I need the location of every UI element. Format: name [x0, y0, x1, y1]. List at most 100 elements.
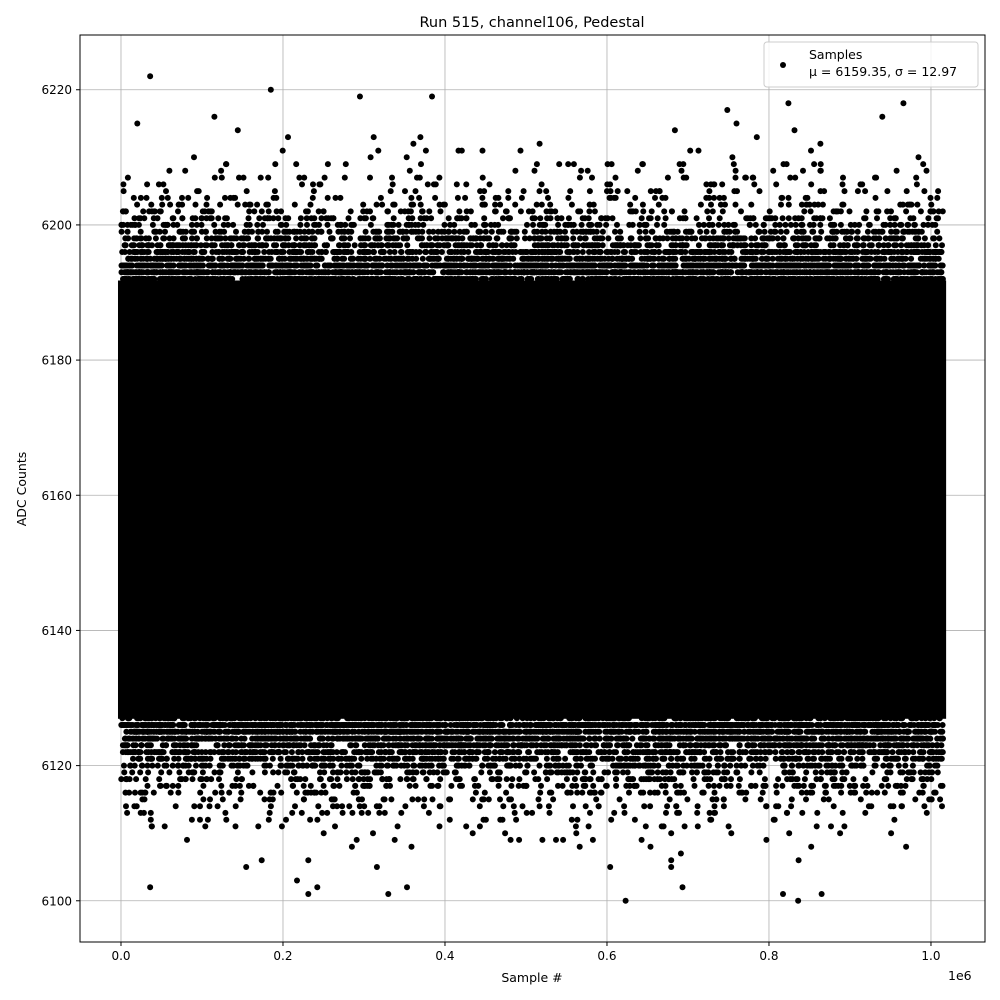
data-point — [821, 735, 828, 742]
data-point — [463, 823, 470, 830]
data-point — [677, 850, 684, 857]
data-point — [663, 228, 670, 235]
data-point — [543, 208, 550, 215]
data-point — [314, 816, 321, 823]
data-point — [757, 796, 764, 803]
data-point — [887, 803, 894, 810]
data-point — [301, 228, 308, 235]
data-point — [898, 715, 905, 722]
data-point — [264, 201, 271, 208]
data-point — [710, 228, 717, 235]
data-point — [536, 762, 543, 769]
data-point — [494, 776, 501, 783]
data-point — [121, 242, 128, 249]
data-point — [124, 809, 131, 816]
data-point — [323, 215, 330, 222]
data-point — [920, 161, 927, 168]
data-point — [828, 823, 834, 830]
data-point — [432, 194, 439, 201]
data-point — [582, 803, 589, 810]
data-point — [361, 803, 368, 810]
data-point — [132, 742, 139, 749]
data-point — [780, 755, 787, 762]
data-point — [391, 249, 398, 255]
data-point — [445, 215, 452, 222]
data-point — [854, 249, 861, 255]
data-point — [258, 857, 265, 864]
data-point — [480, 796, 487, 803]
data-point — [228, 235, 235, 242]
data-point — [683, 242, 690, 249]
data-point — [409, 249, 416, 255]
data-point — [621, 809, 628, 816]
data-point — [908, 715, 915, 722]
data-point — [590, 769, 597, 776]
data-point — [345, 228, 352, 235]
data-point — [166, 235, 173, 242]
data-point — [621, 803, 628, 810]
data-point — [807, 715, 814, 722]
data-point — [800, 167, 806, 174]
data-point — [503, 776, 510, 783]
data-point — [133, 262, 140, 269]
data-point — [120, 188, 127, 195]
data-point — [204, 194, 211, 201]
data-point — [223, 816, 230, 823]
data-point — [422, 147, 429, 154]
data-point — [811, 161, 818, 168]
data-point — [882, 221, 889, 228]
data-point — [721, 221, 728, 228]
data-point — [750, 722, 756, 728]
data-point — [799, 221, 806, 228]
data-point — [742, 796, 749, 803]
data-point — [261, 796, 268, 803]
data-point — [408, 722, 414, 728]
data-point — [885, 722, 892, 728]
data-point — [778, 194, 785, 201]
data-point — [658, 782, 665, 789]
data-point — [560, 836, 567, 843]
data-point — [492, 242, 499, 249]
data-point — [728, 776, 734, 783]
data-point — [693, 215, 700, 222]
data-point — [347, 235, 353, 242]
data-point — [325, 735, 332, 742]
data-point — [182, 167, 189, 174]
data-point — [300, 782, 307, 789]
data-point — [780, 235, 787, 242]
data-point — [288, 776, 295, 783]
data-point — [202, 823, 209, 830]
data-point — [367, 154, 374, 161]
data-point — [595, 749, 602, 756]
data-point — [761, 228, 768, 235]
data-point — [245, 255, 252, 262]
data-point — [273, 208, 280, 215]
data-point — [202, 749, 209, 756]
data-point — [191, 803, 198, 810]
data-point — [550, 755, 557, 762]
data-point — [895, 749, 902, 756]
data-point — [720, 803, 727, 810]
data-point — [570, 161, 577, 168]
data-point — [708, 201, 714, 208]
data-point — [761, 776, 768, 783]
data-point — [375, 147, 382, 154]
data-point — [479, 147, 486, 154]
data-point — [545, 803, 552, 810]
data-point — [475, 782, 482, 789]
data-point — [288, 715, 295, 722]
data-point — [917, 769, 924, 776]
data-point — [409, 796, 416, 803]
data-point — [599, 228, 606, 235]
data-point — [703, 181, 710, 188]
data-point — [776, 221, 783, 228]
data-point — [257, 789, 264, 796]
data-point — [644, 742, 651, 749]
data-point — [660, 755, 667, 762]
data-point — [695, 147, 702, 154]
data-point — [309, 228, 316, 235]
data-point — [677, 782, 684, 789]
data-point — [280, 249, 287, 255]
data-point — [661, 262, 668, 269]
data-point — [206, 762, 213, 769]
